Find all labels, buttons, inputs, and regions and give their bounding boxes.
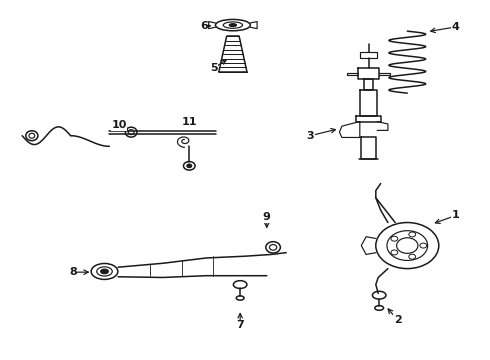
Circle shape	[187, 164, 192, 168]
Text: 4: 4	[452, 22, 460, 32]
Text: 8: 8	[69, 267, 77, 277]
Text: 2: 2	[394, 315, 401, 325]
Text: 1: 1	[452, 211, 460, 220]
Text: 3: 3	[307, 131, 314, 141]
Text: 11: 11	[181, 117, 197, 126]
Text: 9: 9	[263, 212, 271, 222]
Text: 7: 7	[236, 320, 244, 330]
Text: 6: 6	[200, 21, 208, 31]
Text: 5: 5	[210, 63, 218, 73]
Ellipse shape	[100, 269, 108, 274]
Ellipse shape	[229, 24, 237, 27]
Text: 10: 10	[111, 120, 127, 130]
